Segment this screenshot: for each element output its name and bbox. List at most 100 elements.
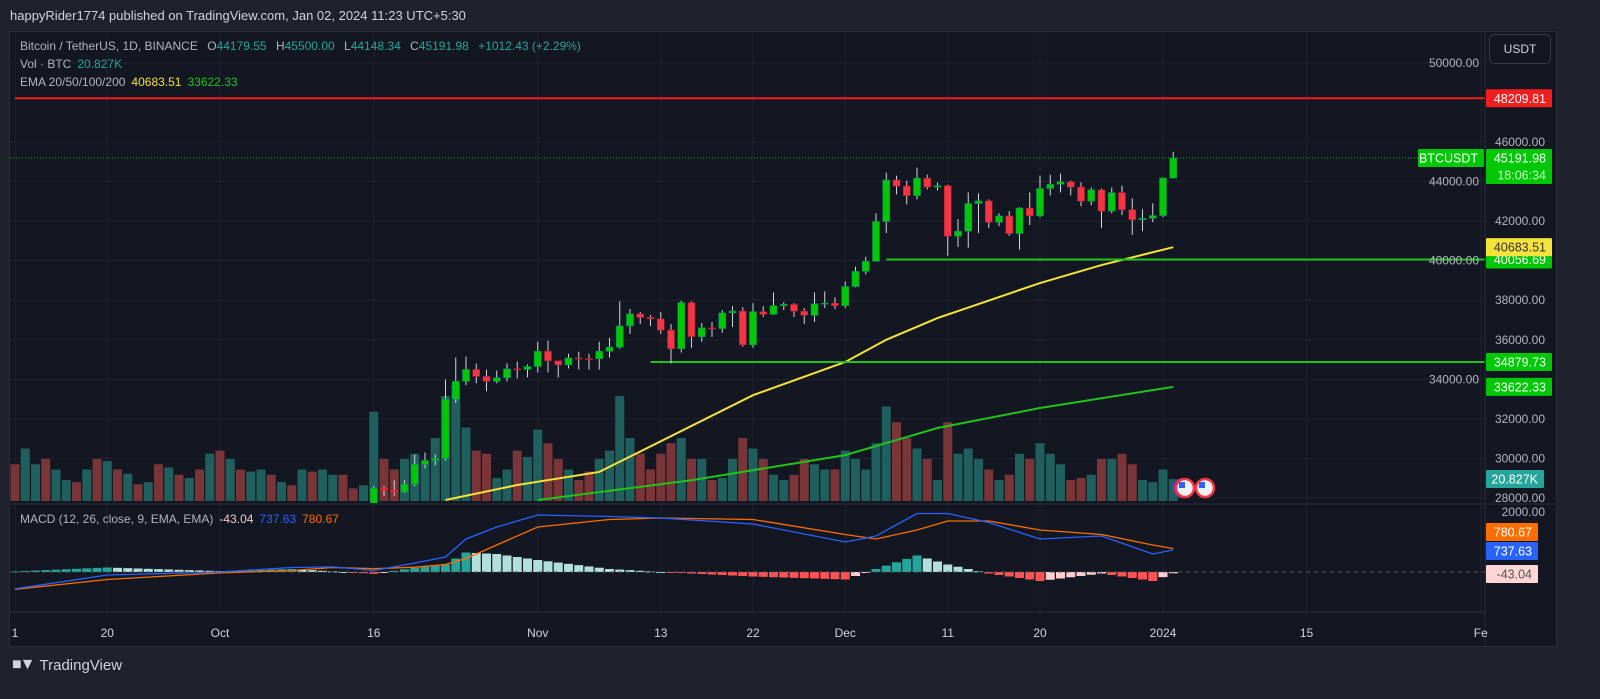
ohlc-close: C45191.98: [410, 39, 469, 53]
volume-label: Vol · BTC: [20, 57, 72, 71]
macd-histogram-bar: [769, 572, 778, 578]
macd-histogram-bar: [779, 572, 789, 578]
candle: [769, 305, 778, 315]
candle: [646, 317, 655, 320]
price-tick-label: 40000.00: [1429, 254, 1479, 268]
macd-histogram-bar: [307, 570, 317, 572]
macd-histogram-bar: [113, 567, 122, 572]
volume-legend[interactable]: Vol · BTC 20.827K: [20, 57, 128, 71]
macd-histogram-bar: [20, 570, 30, 572]
volume-bar: [523, 456, 532, 501]
volume-bar: [574, 480, 584, 501]
time-axis[interactable]: 1 20 Oct 16 Nov 13 22 Dec 11 20 2024 15 Fe: [12, 626, 1488, 640]
resistance-price-label-bg: [1486, 89, 1552, 108]
economic-event-icons[interactable]: [1173, 477, 1216, 499]
macd-histogram-bar: [871, 569, 881, 572]
macd-histogram-bar: [184, 570, 194, 572]
candle: [667, 329, 675, 350]
candle: [410, 464, 419, 485]
macd-histogram-bar: [810, 572, 819, 579]
macd-histogram-bar: [338, 572, 348, 573]
macd-histogram-bar: [369, 572, 379, 574]
candles: [10, 97, 1485, 503]
candle: [595, 350, 604, 360]
macd-histogram-bar: [553, 562, 563, 572]
volume-bar: [502, 469, 512, 501]
publish-info: happyRider1774 published on TradingView.…: [10, 8, 466, 23]
ema-slow-value: 33622.33: [187, 75, 238, 89]
ema-slow-price-label-bg: [1486, 377, 1552, 396]
macd-histogram-bar: [748, 572, 758, 577]
macd-histogram-bar: [246, 570, 256, 572]
volume-bar: [656, 453, 666, 501]
macd-signal-price-label-bg: [1486, 523, 1538, 541]
macd-histogram-bar: [441, 564, 450, 572]
chart-frame[interactable]: [9, 31, 1557, 647]
macd-line: [14, 512, 1174, 590]
macd-histogram-bar: [676, 572, 686, 573]
macd-histogram-bar: [758, 572, 768, 577]
candle: [1087, 189, 1096, 202]
candle: [523, 366, 532, 370]
volume-bar: [758, 459, 768, 501]
macd-histogram-bar: [789, 572, 799, 578]
currency-button[interactable]: USDT: [1489, 34, 1551, 64]
macd-signal-price-label: 780.67: [1494, 526, 1532, 540]
macd-histogram-bar: [389, 570, 399, 572]
countdown-label: 18:06:34: [1497, 168, 1546, 182]
price-axis[interactable]: 50000.00 46000.00 44000.00 42000.00 40000.00…: [1429, 56, 1545, 519]
volume-bar: [51, 469, 61, 501]
time-tick-label: 16: [367, 626, 381, 640]
flag-canton: [1199, 482, 1205, 488]
volume-bar: [471, 450, 481, 501]
volume-bar: [482, 453, 491, 501]
macd-histogram-bar: [41, 570, 51, 572]
brand-name: TradingView: [39, 656, 123, 674]
volume-bar: [892, 422, 901, 501]
symbol-legend[interactable]: Bitcoin / TetherUS, 1D, BINANCE O44179.5…: [20, 39, 587, 53]
volume-bar: [830, 469, 840, 501]
candle: [687, 302, 696, 337]
volume-bar: [430, 438, 440, 501]
macd-histogram-bar: [471, 553, 481, 572]
macd-histogram-bar: [1158, 572, 1168, 578]
volume-bar: [31, 464, 40, 501]
ema-fast-line: [445, 246, 1174, 501]
ema-legend[interactable]: EMA 20/50/100/200 40683.51 33622.33: [20, 75, 244, 89]
volume-bar: [256, 469, 266, 501]
macd-hist-value: -43.04: [219, 512, 254, 526]
time-tick-label: Dec: [835, 626, 856, 640]
candle: [492, 377, 501, 382]
macd-histogram-bar: [1045, 572, 1055, 580]
macd-legend[interactable]: MACD (12, 26, close, 9, EMA, EMA) -43.04 7…: [20, 512, 345, 526]
symbol-price-tag-bg: [1418, 148, 1484, 167]
candle: [554, 360, 563, 366]
volume-bar: [594, 459, 604, 501]
macd-histogram-bar: [1127, 572, 1137, 578]
volume-bar: [205, 453, 215, 501]
volume-bar: [605, 450, 614, 501]
volume-bar: [420, 464, 430, 501]
tradingview-logo[interactable]: ■▼ TradingView: [12, 656, 122, 674]
macd-histogram-bar: [697, 572, 707, 574]
candle: [974, 200, 983, 204]
volume-bar: [82, 469, 92, 501]
candle: [759, 311, 768, 315]
candle: [902, 185, 911, 196]
macd-histogram-bar: [533, 560, 543, 572]
price-tick-label: 44000.00: [1429, 175, 1479, 189]
candle: [615, 325, 624, 348]
macd-histogram-bar: [359, 572, 368, 574]
macd-histogram-bar: [902, 558, 912, 572]
macd-histogram-bar: [410, 567, 420, 572]
time-tick-label: 15: [1300, 626, 1314, 640]
candle: [933, 185, 942, 188]
volume-bar: [297, 469, 307, 501]
macd-tick-label: 2000.00: [1502, 505, 1546, 519]
macd-histogram-bar: [1086, 572, 1096, 575]
volume-bar: [338, 474, 348, 501]
volume-bar: [1117, 453, 1127, 501]
ema-label: EMA 20/50/100/200: [20, 75, 126, 89]
volume-bar: [799, 459, 809, 501]
